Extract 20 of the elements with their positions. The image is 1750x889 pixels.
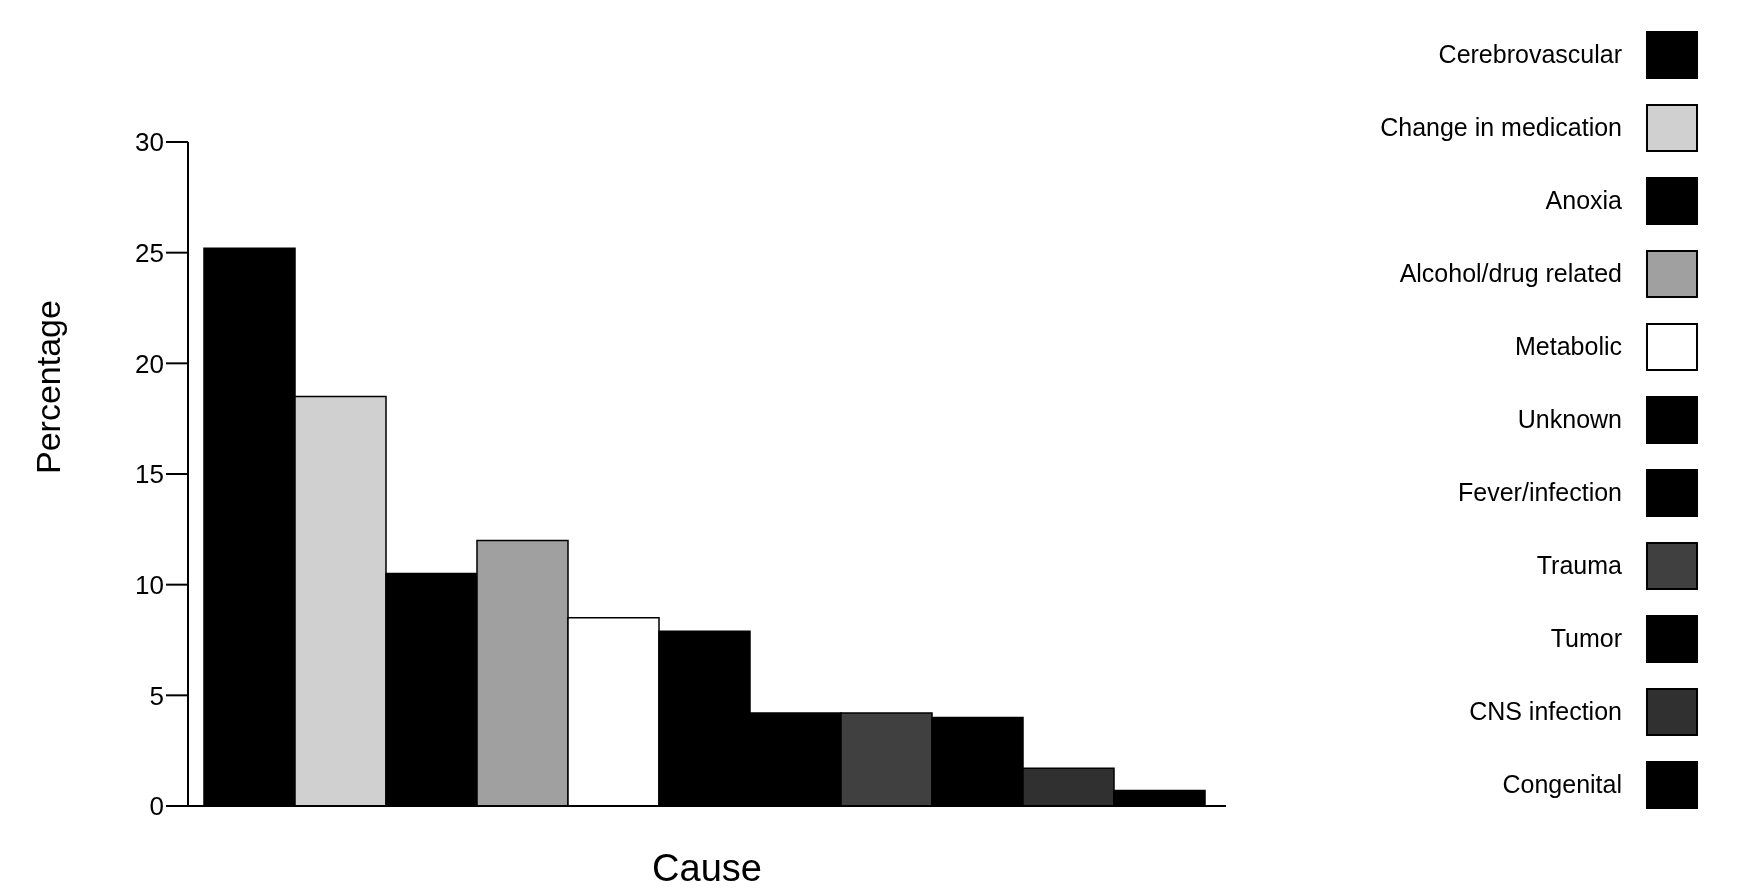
y-tick-label: 10: [135, 569, 164, 600]
y-tick-label: 5: [149, 680, 164, 711]
legend-label: Anoxia: [1545, 186, 1622, 215]
legend-label: Change in medication: [1380, 113, 1622, 142]
y-axis-title: Percentage: [29, 300, 68, 474]
x-axis-title: Cause: [652, 847, 762, 889]
y-tick-label: 0: [149, 791, 164, 822]
y-tick-label: 25: [135, 237, 164, 268]
legend-label: Metabolic: [1515, 332, 1622, 361]
legend-label: Cerebrovascular: [1438, 40, 1622, 69]
legend-label: Congenital: [1502, 770, 1622, 799]
legend-label: Fever/infection: [1458, 478, 1622, 507]
legend-label: CNS infection: [1469, 697, 1622, 726]
legend-label: Unknown: [1517, 405, 1622, 434]
y-tick-label: 30: [135, 127, 164, 158]
legend-label: Tumor: [1550, 624, 1622, 653]
y-tick-label: 20: [135, 348, 164, 379]
legend-label: Alcohol/drug related: [1399, 259, 1622, 288]
legend-label: Trauma: [1536, 551, 1622, 580]
y-tick-label: 15: [135, 459, 164, 490]
